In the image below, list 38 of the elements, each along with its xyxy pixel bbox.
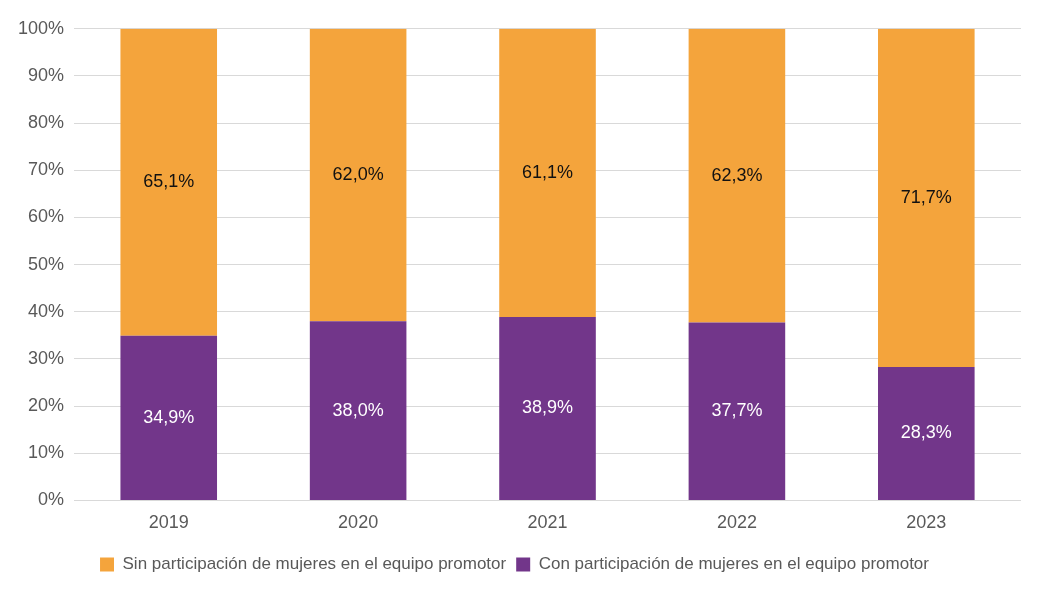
y-tick-label: 100% [17, 17, 65, 38]
bar [688, 322, 786, 500]
x-tick-label: 2021 [527, 512, 568, 533]
bar [878, 28, 975, 367]
bar [499, 28, 596, 317]
legend-label: Sin participación de mujeres en el equipo promotor [122, 554, 507, 574]
y-tick-label: 0% [38, 489, 65, 510]
data-label: 38,0% [332, 399, 384, 420]
data-label: 37,7% [711, 400, 763, 421]
bar [878, 366, 975, 500]
y-tick-label: 60% [28, 206, 65, 227]
data-label: 38,9% [522, 397, 574, 418]
y-tick-label: 40% [28, 300, 65, 321]
data-label: 61,1% [522, 161, 574, 182]
y-tick-label: 80% [28, 112, 65, 133]
data-label: 71,7% [900, 186, 952, 207]
bar [309, 321, 407, 500]
x-tick-label: 2020 [338, 512, 379, 533]
y-tick-label: 70% [28, 159, 65, 180]
data-label: 34,9% [143, 406, 195, 427]
x-tick-label: 2019 [148, 512, 189, 533]
y-tick-label: 20% [28, 395, 65, 416]
data-label: 28,3% [900, 422, 952, 443]
x-tick-label: 2023 [906, 512, 947, 533]
y-tick-label: 90% [28, 64, 65, 85]
data-label: 62,3% [711, 164, 763, 185]
bar [309, 28, 407, 322]
y-tick-label: 30% [28, 347, 65, 368]
x-tick-label: 2022 [716, 512, 757, 533]
data-label: 65,1% [143, 171, 195, 192]
bar [120, 28, 218, 336]
y-tick-label: 10% [28, 442, 65, 463]
y-tick-label: 50% [28, 253, 65, 274]
bar [688, 28, 786, 323]
legend-label: Con participación de mujeres en el equipo promotor [538, 554, 930, 574]
bar [120, 335, 218, 500]
bar [499, 316, 596, 500]
data-label: 62,0% [332, 163, 384, 184]
